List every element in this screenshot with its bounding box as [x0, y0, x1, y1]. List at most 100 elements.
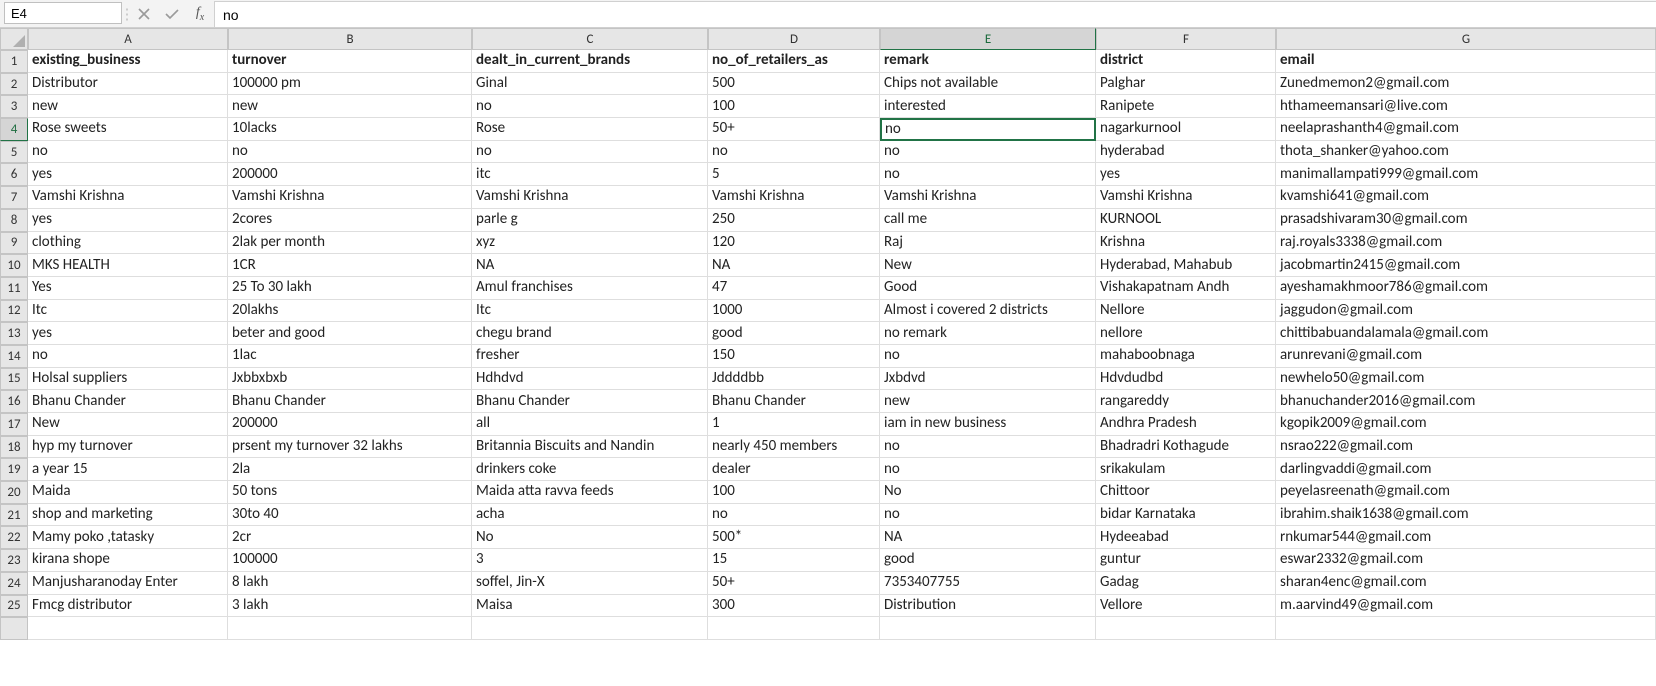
column-header-D[interactable]: D — [708, 28, 880, 50]
cell-C3[interactable]: no — [472, 95, 708, 118]
cell-B16[interactable]: Bhanu Chander — [228, 390, 472, 413]
cell-D3[interactable]: 100 — [708, 95, 880, 118]
cell-B9[interactable]: 2lak per month — [228, 232, 472, 255]
cell-A22[interactable]: Mamy poko ,tatasky — [28, 526, 228, 549]
cell-F12[interactable]: Nellore — [1096, 300, 1276, 323]
cell-F1[interactable]: district — [1096, 50, 1276, 73]
cell-A8[interactable]: yes — [28, 209, 228, 232]
cell-B8[interactable]: 2cores — [228, 209, 472, 232]
cell-C4[interactable]: Rose — [472, 118, 708, 141]
cell-A21[interactable]: shop and marketing — [28, 504, 228, 527]
cell-D4[interactable]: 50+ — [708, 118, 880, 141]
row-header-9[interactable]: 9 — [0, 232, 28, 255]
cell-G11[interactable]: ayeshamakhmoor786@gmail.com — [1276, 277, 1656, 300]
cell-B2[interactable]: 100000 pm — [228, 73, 472, 96]
cell-C24[interactable]: soffel, Jin-X — [472, 572, 708, 595]
cell-F15[interactable]: Hdvdudbd — [1096, 368, 1276, 391]
cell-C13[interactable]: chegu brand — [472, 322, 708, 345]
cell-F17[interactable]: Andhra Pradesh — [1096, 413, 1276, 436]
cell-E15[interactable]: Jxbdvd — [880, 368, 1096, 391]
row-header-13[interactable]: 13 — [0, 322, 28, 345]
cell-E2[interactable]: Chips not available — [880, 73, 1096, 96]
cell-F7[interactable]: Vamshi Krishna — [1096, 186, 1276, 209]
cell-D22[interactable]: 500* — [708, 526, 880, 549]
cell-A7[interactable]: Vamshi Krishna — [28, 186, 228, 209]
cell-G5[interactable]: thota_shanker@yahoo.com — [1276, 141, 1656, 164]
column-header-G[interactable]: G — [1276, 28, 1656, 50]
cell-G15[interactable]: newhelo50@gmail.com — [1276, 368, 1656, 391]
cell-D11[interactable]: 47 — [708, 277, 880, 300]
cell-G8[interactable]: prasadshivaram30@gmail.com — [1276, 209, 1656, 232]
row-header-4[interactable]: 4 — [0, 118, 28, 141]
cell-D15[interactable]: Jddddbb — [708, 368, 880, 391]
cell-C14[interactable]: fresher — [472, 345, 708, 368]
row-header-23[interactable]: 23 — [0, 549, 28, 572]
cell-E8[interactable]: call me — [880, 209, 1096, 232]
cell-A11[interactable]: Yes — [28, 277, 228, 300]
row-header-21[interactable]: 21 — [0, 504, 28, 527]
cell-B10[interactable]: 1CR — [228, 254, 472, 277]
cell-G14[interactable]: arunrevani@gmail.com — [1276, 345, 1656, 368]
cell-G4[interactable]: neelaprashanth4@gmail.com — [1276, 118, 1656, 141]
cell-B11[interactable]: 25 To 30 lakh — [228, 277, 472, 300]
cell-G6[interactable]: manimallampati999@gmail.com — [1276, 163, 1656, 186]
row-header-19[interactable]: 19 — [0, 458, 28, 481]
row-header-25[interactable]: 25 — [0, 595, 28, 618]
cell-F6[interactable]: yes — [1096, 163, 1276, 186]
row-header-15[interactable]: 15 — [0, 368, 28, 391]
cell-D19[interactable]: dealer — [708, 458, 880, 481]
cell-G23[interactable]: eswar2332@gmail.com — [1276, 549, 1656, 572]
cell-F18[interactable]: Bhadradri Kothagude — [1096, 436, 1276, 459]
column-header-F[interactable]: F — [1096, 28, 1276, 50]
cell-B14[interactable]: 1lac — [228, 345, 472, 368]
cell-E22[interactable]: NA — [880, 526, 1096, 549]
cell-F20[interactable]: Chittoor — [1096, 481, 1276, 504]
cell-B17[interactable]: 200000 — [228, 413, 472, 436]
cell-E10[interactable]: New — [880, 254, 1096, 277]
cell-C22[interactable]: No — [472, 526, 708, 549]
cell-G22[interactable]: rnkumar544@gmail.com — [1276, 526, 1656, 549]
cell-F16[interactable]: rangareddy — [1096, 390, 1276, 413]
cell-B13[interactable]: beter and good — [228, 322, 472, 345]
cell-G12[interactable]: jaggudon@gmail.com — [1276, 300, 1656, 323]
row-header-17[interactable]: 17 — [0, 413, 28, 436]
cell-E3[interactable]: interested — [880, 95, 1096, 118]
cell-G20[interactable]: peyelasreenath@gmail.com — [1276, 481, 1656, 504]
cell-A24[interactable]: Manjusharanoday Enter — [28, 572, 228, 595]
cell-D14[interactable]: 150 — [708, 345, 880, 368]
cell-E20[interactable]: No — [880, 481, 1096, 504]
cell-E19[interactable]: no — [880, 458, 1096, 481]
row-header-20[interactable]: 20 — [0, 481, 28, 504]
cell-E12[interactable]: Almost i covered 2 districts — [880, 300, 1096, 323]
cell-A12[interactable]: Itc — [28, 300, 228, 323]
cell-D8[interactable]: 250 — [708, 209, 880, 232]
cell-G25[interactable]: m.aarvind49@gmail.com — [1276, 595, 1656, 618]
cell-F9[interactable]: Krishna — [1096, 232, 1276, 255]
cell-E9[interactable]: Raj — [880, 232, 1096, 255]
cell-G1[interactable]: email — [1276, 50, 1656, 73]
cell-G7[interactable]: kvamshi641@gmail.com — [1276, 186, 1656, 209]
cell-C10[interactable]: NA — [472, 254, 708, 277]
cell-A10[interactable]: MKS HEALTH — [28, 254, 228, 277]
cell-B26[interactable] — [228, 617, 472, 640]
cell-G10[interactable]: jacobmartin2415@gmail.com — [1276, 254, 1656, 277]
cell-E5[interactable]: no — [880, 141, 1096, 164]
cell-A26[interactable] — [28, 617, 228, 640]
cell-D5[interactable]: no — [708, 141, 880, 164]
row-header-18[interactable]: 18 — [0, 436, 28, 459]
cell-A5[interactable]: no — [28, 141, 228, 164]
cell-G9[interactable]: raj.royals3338@gmail.com — [1276, 232, 1656, 255]
cell-B1[interactable]: turnover — [228, 50, 472, 73]
cell-A13[interactable]: yes — [28, 322, 228, 345]
formula-input[interactable] — [214, 1, 1656, 27]
cell-C8[interactable]: parle g — [472, 209, 708, 232]
cell-D13[interactable]: good — [708, 322, 880, 345]
cell-G18[interactable]: nsrao222@gmail.com — [1276, 436, 1656, 459]
cell-G16[interactable]: bhanuchander2016@gmail.com — [1276, 390, 1656, 413]
cell-C15[interactable]: Hdhdvd — [472, 368, 708, 391]
cell-A16[interactable]: Bhanu Chander — [28, 390, 228, 413]
cell-D9[interactable]: 120 — [708, 232, 880, 255]
cell-G26[interactable] — [1276, 617, 1656, 640]
cell-A3[interactable]: new — [28, 95, 228, 118]
cell-G2[interactable]: Zunedmemon2@gmail.com — [1276, 73, 1656, 96]
